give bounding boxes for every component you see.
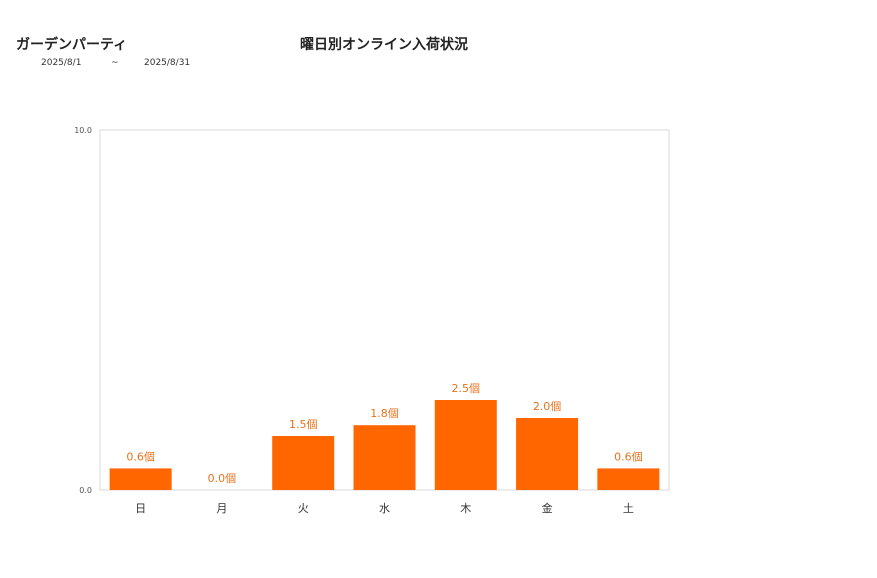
y-tick-bottom: 0.0 bbox=[79, 486, 92, 495]
category-label-4: 木 bbox=[460, 502, 471, 515]
bar-0 bbox=[109, 468, 172, 490]
bar-6 bbox=[597, 468, 660, 490]
date-separator: ~ bbox=[111, 58, 119, 68]
category-label-3: 水 bbox=[379, 502, 390, 515]
bar-2 bbox=[272, 436, 335, 490]
bar-series: 0.6個日 0.0個月 1.5個火 1.8個水 2.5個木 2.0個金 0.6個土 bbox=[109, 382, 660, 515]
category-label-5: 金 bbox=[542, 501, 553, 515]
data-label-6: 0.6個 bbox=[614, 450, 643, 463]
date-end: 2025/8/31 bbox=[144, 58, 191, 68]
date-start: 2025/8/1 bbox=[41, 58, 82, 68]
bar-3 bbox=[353, 425, 416, 490]
chart-title: 曜日別オンライン入荷状況 bbox=[300, 37, 468, 53]
category-label-6: 土 bbox=[623, 502, 634, 515]
data-label-2: 1.5個 bbox=[289, 418, 318, 431]
shop-name: ガーデンパーティ bbox=[16, 37, 128, 53]
category-label-1: 月 bbox=[216, 502, 227, 515]
data-label-0: 0.6個 bbox=[126, 450, 155, 463]
data-label-5: 2.0個 bbox=[533, 400, 562, 413]
y-tick-top: 10.0 bbox=[74, 126, 92, 135]
category-label-2: 火 bbox=[298, 502, 309, 515]
bar-4 bbox=[434, 400, 497, 490]
category-label-0: 日 bbox=[135, 502, 146, 515]
bar-5 bbox=[516, 418, 579, 490]
data-label-4: 2.5個 bbox=[452, 382, 481, 395]
data-label-3: 1.8個 bbox=[370, 407, 399, 420]
data-label-1: 0.0個 bbox=[208, 472, 237, 485]
